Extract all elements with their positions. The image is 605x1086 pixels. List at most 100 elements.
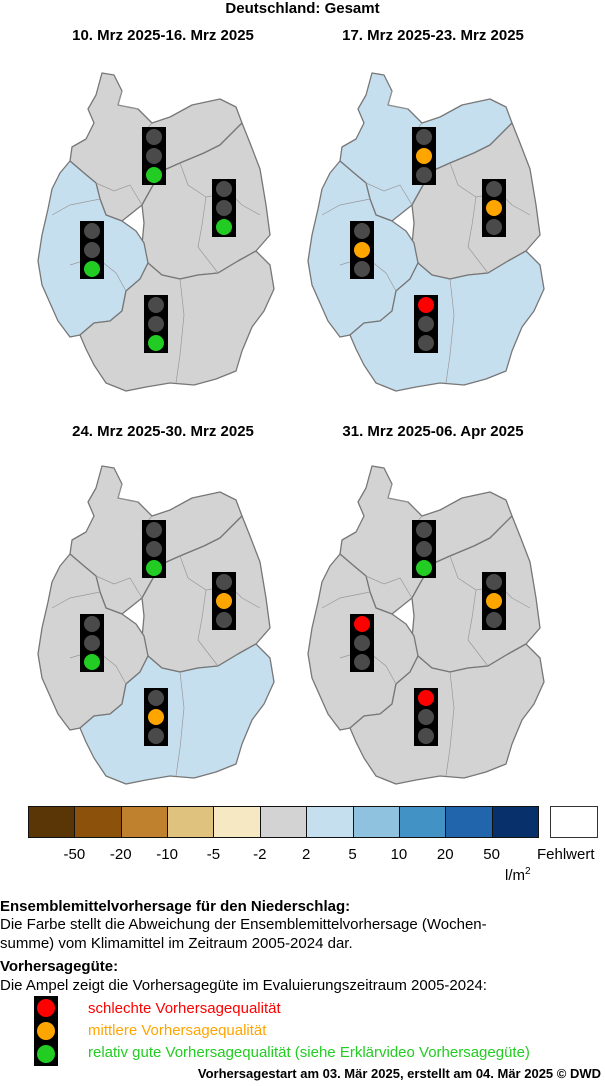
legend-tick-label: 20: [436, 846, 454, 863]
legend-tick-label: 2: [302, 846, 311, 863]
map-title-1: 10. Mrz 2025-16. Mrz 2025: [72, 27, 254, 44]
lamp-orange: [84, 242, 100, 258]
lamp-orange: [354, 242, 370, 258]
state-border: [387, 483, 409, 503]
legend-color-cell: [74, 806, 122, 838]
traffic-light-icon-north: [412, 520, 436, 578]
state-border: [467, 196, 489, 274]
lamp-green: [354, 654, 370, 670]
map-title-4: 31. Mrz 2025-06. Apr 2025: [342, 423, 524, 440]
heading-quality: Vorhersagegüte:: [0, 958, 119, 975]
legend-color-cell: [259, 806, 308, 838]
lamp-green: [148, 728, 164, 744]
germany-map-3: [37, 465, 275, 785]
traffic-light-icon-east: [482, 572, 506, 630]
traffic-light-icon-north: [142, 520, 166, 578]
lamp-orange: [418, 316, 434, 332]
lamp-red: [486, 181, 502, 197]
lamp-green: [84, 654, 100, 670]
para-ensemble-line1: Die Farbe stellt die Abweichung der Ense…: [0, 916, 487, 933]
state-border: [241, 597, 261, 609]
quality-mid-label: mittlere Vorhersagequalität: [88, 1022, 267, 1039]
traffic-light-icon-west: [80, 614, 104, 672]
legend-traffic-light-icon: [34, 996, 58, 1066]
legend-color-cell: [398, 806, 447, 838]
lamp-red: [354, 616, 370, 632]
legend-tick-label: 5: [348, 846, 357, 863]
heading-ensemble: Ensemblemittelvorhersage für den Nieders…: [0, 898, 351, 915]
state-border: [117, 90, 139, 110]
state-border: [51, 591, 101, 609]
state-border: [445, 278, 455, 384]
lamp-green: [148, 335, 164, 351]
quality-good-label: relativ gute Vorhersagequalität (siehe E…: [88, 1044, 530, 1061]
lamp-red: [146, 129, 162, 145]
traffic-light-icon-south: [414, 295, 438, 353]
state-border: [197, 196, 219, 274]
lamp-green: [418, 728, 434, 744]
lamp-red: [216, 181, 232, 197]
germany-map-2: [307, 72, 545, 392]
traffic-light-icon-north: [412, 127, 436, 185]
state-border: [365, 182, 413, 206]
lamp-green: [84, 261, 100, 277]
lamp-orange: [216, 593, 232, 609]
lamp-orange: [354, 635, 370, 651]
legend-tick-label: -5: [206, 846, 221, 863]
lamp-orange: [148, 709, 164, 725]
lamp-orange: [216, 200, 232, 216]
legend-color-cell: [445, 806, 493, 838]
legend-color-cell: [352, 806, 400, 838]
legend-color-cell: [120, 806, 169, 838]
traffic-light-icon-north: [142, 127, 166, 185]
main-title: Deutschland: Gesamt: [225, 0, 380, 17]
traffic-light-icon-south: [144, 295, 168, 353]
state-border: [387, 90, 409, 110]
lamp-red: [418, 297, 434, 313]
quality-bad-label: schlechte Vorhersagequalität: [88, 1000, 281, 1017]
lamp-green: [486, 612, 502, 628]
missing-value-swatch: [550, 806, 598, 838]
para-quality: Die Ampel zeigt die Vorhersagegüte im Ev…: [0, 977, 487, 994]
traffic-light-icon-south: [144, 688, 168, 746]
para-ensemble-line2: summe) vom Klimamittel im Zeitraum 2005-…: [0, 935, 353, 952]
state-border: [241, 204, 261, 216]
legend-tick-label: -50: [63, 846, 86, 863]
traffic-light-icon-east: [482, 179, 506, 237]
lamp-red: [84, 616, 100, 632]
lamp-orange: [84, 635, 100, 651]
state-border: [197, 589, 219, 667]
legend-tick-label: -10: [156, 846, 178, 863]
lamp-green: [216, 612, 232, 628]
legend-tick-label: 50: [483, 846, 500, 863]
state-border: [117, 483, 139, 503]
lamp-orange: [146, 541, 162, 557]
region-south: [349, 250, 545, 392]
legend-tick-label: -20: [109, 846, 132, 863]
legend-color-cell: [306, 806, 354, 838]
lamp-green: [418, 335, 434, 351]
state-border: [321, 591, 371, 609]
lamp-red: [416, 129, 432, 145]
state-border: [467, 589, 489, 667]
state-border: [445, 671, 455, 777]
germany-map-4: [307, 465, 545, 785]
lamp-orange: [416, 541, 432, 557]
footer-credit: Vorhersagestart am 03. Mär 2025, erstell…: [197, 1066, 601, 1081]
missing-value-label: Fehlwert: [537, 846, 595, 863]
traffic-light-icon-west: [80, 221, 104, 279]
legend-tick-label: -2: [253, 846, 267, 863]
lamp-green: [416, 560, 432, 576]
lamp-orange: [486, 593, 502, 609]
lamp-green: [216, 219, 232, 235]
traffic-light-icon-south: [414, 688, 438, 746]
lamp-green: [146, 167, 162, 183]
lamp-red: [146, 522, 162, 538]
lamp-red: [418, 690, 434, 706]
map-title-3: 24. Mrz 2025-30. Mrz 2025: [72, 423, 254, 440]
lamp-orange: [418, 709, 434, 725]
lamp-green: [354, 261, 370, 277]
state-border: [175, 278, 185, 384]
region-south: [349, 643, 545, 785]
traffic-light-icon-east: [212, 179, 236, 237]
